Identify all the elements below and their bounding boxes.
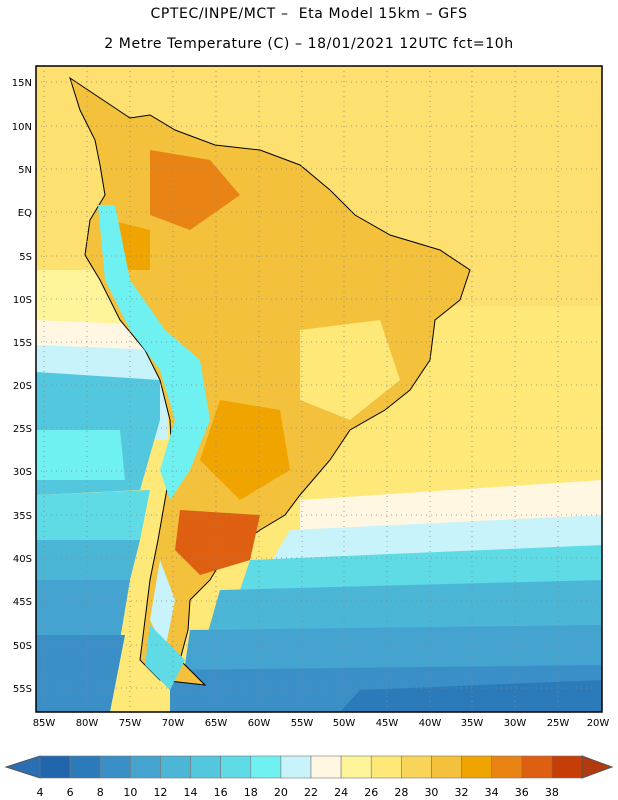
lon-label: 60W [248,718,271,729]
lat-label: 40S [13,554,32,565]
colorbar-label: 12 [153,786,167,799]
colorbar-swatch [370,755,402,779]
lon-label: 45W [376,718,399,729]
lon-labels: 85W 80W 75W 70W 65W 60W 55W 50W 45W 40W … [33,718,610,729]
colorbar-swatch [69,755,101,779]
colorbar-label: 30 [424,786,438,799]
colorbar-label: 18 [244,786,258,799]
lon-label: 85W [33,718,56,729]
map-title-line1: CPTEC/INPE/MCT – Eta Model 15km – GFS [150,6,468,22]
lon-label: 65W [205,718,228,729]
colorbar-swatch [491,755,523,779]
lat-label: 50S [13,641,32,652]
colorbar-label: 22 [304,786,318,799]
lon-label: 20W [587,718,610,729]
lat-labels: 15N 10N 5N EQ 5S 10S 15S 20S 25S 30S 35S… [12,78,32,695]
colorbar-swatch [39,755,71,779]
colorbar-swatch [250,755,282,779]
lat-label: 10S [13,295,32,306]
colorbar-over-arrow [581,755,614,779]
colorbar-label: 10 [123,786,137,799]
colorbar-swatch [190,755,221,779]
colorbar-label: 4 [37,786,44,799]
colorbar-swatch [160,755,191,779]
colorbar-label: 16 [214,786,228,799]
colorbar-label: 20 [274,786,288,799]
lat-label: 5S [19,252,32,263]
lon-label: 35W [461,718,484,729]
colorbar-label: 6 [67,786,74,799]
colorbar-swatch [551,755,583,779]
lon-label: 25W [547,718,570,729]
map-fields [36,66,602,712]
map-title-line2: 2 Metre Temperature (C) – 18/01/2021 12U… [104,36,514,52]
lat-label: 25S [13,424,32,435]
lon-label: 30W [504,718,527,729]
lon-label: 50W [333,718,356,729]
lat-label: 35S [13,511,32,522]
lat-label: 30S [13,467,32,478]
colorbar-swatch [99,755,131,779]
colorbar-label: 24 [334,786,348,799]
lat-label: EQ [18,208,32,219]
temperature-colorbar: 4 6 8 10 12 14 16 18 20 22 24 26 28 30 32 34 36 38 [4,755,614,799]
colorbar-label: 14 [184,786,198,799]
lon-label: 75W [119,718,142,729]
lat-label: 55S [13,684,32,695]
south-america-landmass [69,76,471,686]
lat-label: 20S [13,381,32,392]
colorbar-label: 26 [364,786,378,799]
colorbar-swatch [431,755,462,779]
colorbar-label: 34 [485,786,499,799]
lon-label: 80W [76,718,99,729]
lon-label: 55W [291,718,314,729]
lat-label: 15N [12,78,32,89]
lat-label: 45S [13,597,32,608]
colorbar-label: 32 [455,786,469,799]
lon-label: 40W [419,718,442,729]
colorbar-under-arrow [4,755,41,779]
colorbar-swatch [461,755,492,779]
colorbar-swatch [220,755,252,779]
lat-label: 5N [18,165,32,176]
map-frame [35,65,603,713]
colorbar-label: 36 [515,786,529,799]
colorbar-swatch [521,755,553,779]
colorbar-swatch [310,755,342,779]
colorbar-swatch [130,755,161,779]
colorbar-swatch [401,755,432,779]
colorbar-label: 28 [394,786,408,799]
lon-label: 70W [162,718,185,729]
colorbar-swatch [340,755,372,779]
colorbar-label: 8 [97,786,104,799]
lat-label: 10N [12,122,32,133]
lat-label: 15S [13,338,32,349]
colorbar-swatch [280,755,312,779]
colorbar-label: 38 [545,786,559,799]
